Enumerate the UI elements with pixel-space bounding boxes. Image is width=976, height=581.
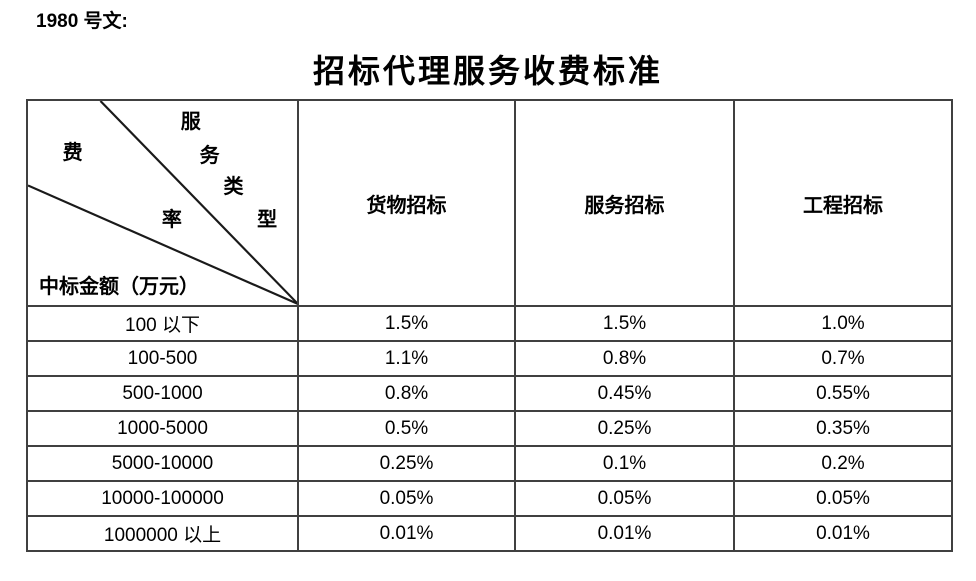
rate-cell: 1.0% bbox=[733, 305, 953, 342]
column-header-service-bidding: 服务招标 bbox=[514, 99, 735, 307]
table-row: 1000000 以上 0.01% 0.01% 0.01% bbox=[26, 515, 953, 552]
page-title: 招标代理服务收费标准 bbox=[312, 53, 663, 89]
table-row: 1000-5000 0.5% 0.25% 0.35% bbox=[26, 410, 953, 447]
rate-cell: 0.55% bbox=[733, 375, 953, 412]
rate-cell: 0.05% bbox=[514, 480, 735, 517]
row-range-cell: 100-500 bbox=[26, 340, 299, 377]
column-header-goods-bidding: 货物招标 bbox=[297, 99, 516, 307]
row-range-cell: 5000-10000 bbox=[26, 445, 299, 482]
row-range-cell: 10000-100000 bbox=[26, 480, 299, 517]
diagonal-divider-lines bbox=[29, 102, 296, 304]
rate-cell: 0.45% bbox=[514, 375, 735, 412]
rate-cell: 1.5% bbox=[297, 305, 516, 342]
corner-label-service-type-char: 型 bbox=[257, 208, 278, 231]
header-row: 服 务 类 型 费 率 中标金额（万元） 货物招标 服务招标 工程招标 bbox=[26, 99, 953, 307]
row-range-cell: 1000000 以上 bbox=[26, 515, 299, 552]
corner-header-cell: 服 务 类 型 费 率 中标金额（万元） bbox=[26, 99, 299, 307]
corner-label-service-type-char: 服 bbox=[180, 111, 201, 134]
rate-cell: 0.2% bbox=[733, 445, 953, 482]
rate-cell: 0.8% bbox=[514, 340, 735, 377]
corner-label-fee-rate-char: 费 bbox=[62, 142, 83, 165]
rate-cell: 1.1% bbox=[297, 340, 516, 377]
rate-cell: 0.35% bbox=[733, 410, 953, 447]
row-range-cell: 100 以下 bbox=[26, 305, 299, 342]
rate-cell: 0.01% bbox=[733, 515, 953, 552]
row-range-cell: 1000-5000 bbox=[26, 410, 299, 447]
rate-cell: 0.8% bbox=[297, 375, 516, 412]
row-range-cell: 500-1000 bbox=[26, 375, 299, 412]
table-row: 100-500 1.1% 0.8% 0.7% bbox=[26, 340, 953, 377]
table-row: 100 以下 1.5% 1.5% 1.0% bbox=[26, 305, 953, 342]
doc-reference: 1980 号文: bbox=[36, 11, 128, 32]
table-row: 5000-10000 0.25% 0.1% 0.2% bbox=[26, 445, 953, 482]
rate-cell: 0.01% bbox=[514, 515, 735, 552]
corner-label-service-type-char: 务 bbox=[199, 145, 220, 168]
rate-cell: 0.5% bbox=[297, 410, 516, 447]
table-row: 10000-100000 0.05% 0.05% 0.05% bbox=[26, 480, 953, 517]
rate-cell: 0.7% bbox=[733, 340, 953, 377]
rate-cell: 0.05% bbox=[297, 480, 516, 517]
corner-label-bid-amount: 中标金额（万元） bbox=[39, 276, 199, 298]
rate-cell: 0.05% bbox=[733, 480, 953, 517]
column-header-engineering-bidding: 工程招标 bbox=[733, 99, 953, 307]
corner-label-service-type-char: 类 bbox=[223, 175, 244, 198]
rate-cell: 1.5% bbox=[514, 305, 735, 342]
rate-cell: 0.25% bbox=[297, 445, 516, 482]
rate-cell: 0.1% bbox=[514, 445, 735, 482]
corner-label-fee-rate-char: 率 bbox=[161, 208, 182, 231]
rate-cell: 0.01% bbox=[297, 515, 516, 552]
table-row: 500-1000 0.8% 0.45% 0.55% bbox=[26, 375, 953, 412]
rate-cell: 0.25% bbox=[514, 410, 735, 447]
fee-table: 服 务 类 型 费 率 中标金额（万元） 货物招标 服务招标 工程招标 100 … bbox=[26, 99, 953, 552]
